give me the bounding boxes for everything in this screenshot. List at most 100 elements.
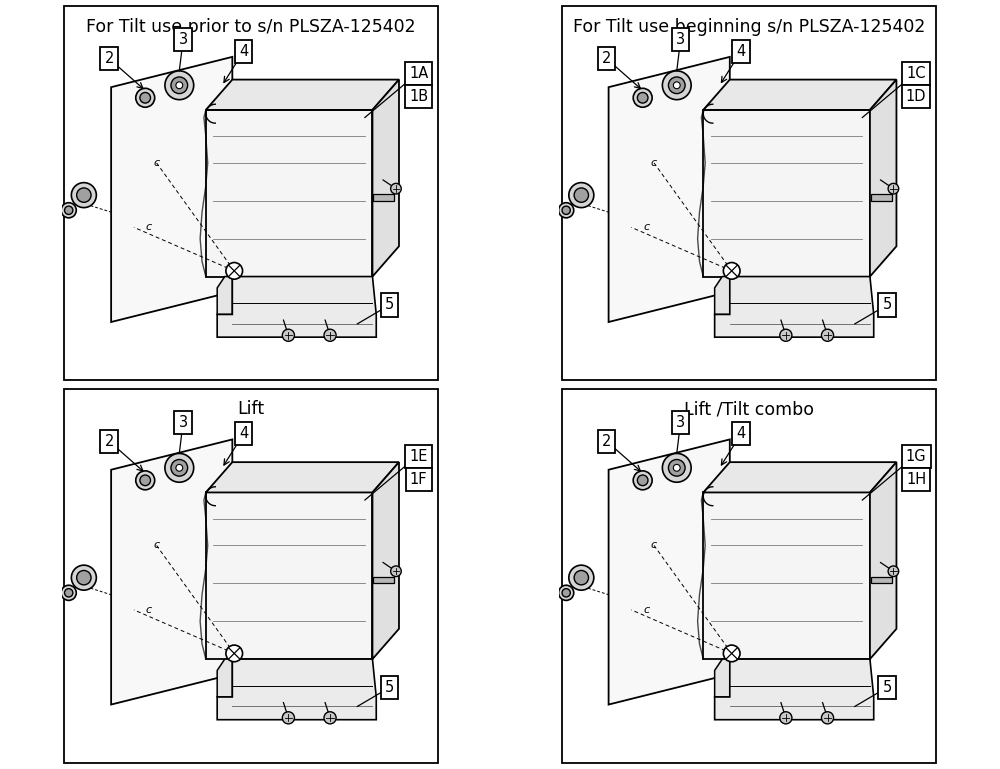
Polygon shape <box>609 57 730 322</box>
Circle shape <box>569 182 594 208</box>
Circle shape <box>673 464 680 471</box>
Circle shape <box>723 262 740 279</box>
Circle shape <box>77 571 91 585</box>
Circle shape <box>821 712 834 724</box>
Circle shape <box>562 206 570 215</box>
Circle shape <box>282 712 294 724</box>
Polygon shape <box>703 462 896 492</box>
Text: 5: 5 <box>882 298 892 312</box>
Text: c: c <box>146 605 152 615</box>
Polygon shape <box>372 462 399 659</box>
Text: 5: 5 <box>385 298 394 312</box>
Circle shape <box>637 475 648 486</box>
Text: 4: 4 <box>737 44 746 58</box>
FancyBboxPatch shape <box>373 577 394 584</box>
Text: c: c <box>146 222 152 232</box>
Polygon shape <box>715 277 874 337</box>
Circle shape <box>61 585 76 601</box>
Text: 1E: 1E <box>409 449 428 464</box>
Text: 4: 4 <box>239 44 248 58</box>
Circle shape <box>176 82 183 88</box>
Text: 1B: 1B <box>409 89 428 104</box>
Circle shape <box>71 182 96 208</box>
Circle shape <box>574 571 589 585</box>
Circle shape <box>662 454 691 482</box>
Polygon shape <box>870 80 896 277</box>
Circle shape <box>668 460 685 476</box>
Circle shape <box>136 471 155 490</box>
FancyBboxPatch shape <box>871 194 892 201</box>
Circle shape <box>780 329 792 341</box>
Circle shape <box>165 454 194 482</box>
Polygon shape <box>609 439 730 704</box>
Circle shape <box>574 188 589 202</box>
Polygon shape <box>217 277 376 337</box>
Circle shape <box>65 588 73 597</box>
Circle shape <box>562 588 570 597</box>
Text: 2: 2 <box>602 52 611 66</box>
Text: 3: 3 <box>179 32 188 48</box>
Polygon shape <box>206 462 399 492</box>
Circle shape <box>888 183 899 194</box>
Polygon shape <box>715 277 730 315</box>
Circle shape <box>61 203 76 218</box>
FancyBboxPatch shape <box>562 6 936 381</box>
Circle shape <box>821 329 834 341</box>
Circle shape <box>780 712 792 724</box>
Polygon shape <box>217 277 232 315</box>
Circle shape <box>77 188 91 202</box>
Text: 1C: 1C <box>906 66 926 82</box>
Polygon shape <box>206 80 399 110</box>
Circle shape <box>136 88 155 107</box>
Polygon shape <box>206 492 372 659</box>
Text: 1D: 1D <box>906 89 926 104</box>
Text: 3: 3 <box>179 415 188 430</box>
Circle shape <box>391 566 401 577</box>
Polygon shape <box>715 659 874 720</box>
Circle shape <box>176 464 183 471</box>
Text: 5: 5 <box>882 680 892 695</box>
Text: 1F: 1F <box>410 471 427 487</box>
Circle shape <box>65 206 73 215</box>
Text: 1H: 1H <box>906 471 926 487</box>
Circle shape <box>282 329 294 341</box>
Circle shape <box>668 77 685 94</box>
Text: 5: 5 <box>385 680 394 695</box>
Text: 2: 2 <box>105 434 114 449</box>
Circle shape <box>559 203 574 218</box>
Circle shape <box>559 585 574 601</box>
Polygon shape <box>703 80 896 110</box>
Circle shape <box>140 475 151 486</box>
Circle shape <box>662 71 691 100</box>
Text: 1G: 1G <box>906 449 926 464</box>
FancyBboxPatch shape <box>373 194 394 201</box>
Circle shape <box>71 565 96 590</box>
Text: For Tilt use beginning s/n PLSZA-125402: For Tilt use beginning s/n PLSZA-125402 <box>573 18 925 35</box>
Circle shape <box>171 460 188 476</box>
Text: 3: 3 <box>676 415 685 430</box>
Circle shape <box>165 71 194 100</box>
Circle shape <box>723 645 740 662</box>
Circle shape <box>673 82 680 88</box>
Circle shape <box>324 712 336 724</box>
Text: 2: 2 <box>105 52 114 66</box>
Circle shape <box>888 566 899 577</box>
Text: c: c <box>154 158 160 168</box>
Text: c: c <box>651 158 657 168</box>
Text: 4: 4 <box>737 426 746 441</box>
Circle shape <box>324 329 336 341</box>
Text: c: c <box>643 222 650 232</box>
Polygon shape <box>870 462 896 659</box>
Polygon shape <box>111 57 232 322</box>
Text: 2: 2 <box>602 434 611 449</box>
Text: c: c <box>154 541 160 551</box>
Polygon shape <box>715 659 730 697</box>
Text: Lift /Tilt combo: Lift /Tilt combo <box>684 400 814 418</box>
Text: 1A: 1A <box>409 66 428 82</box>
Circle shape <box>637 92 648 103</box>
Text: c: c <box>643 605 650 615</box>
Circle shape <box>569 565 594 590</box>
FancyBboxPatch shape <box>64 6 438 381</box>
Polygon shape <box>217 659 232 697</box>
Circle shape <box>633 88 652 107</box>
